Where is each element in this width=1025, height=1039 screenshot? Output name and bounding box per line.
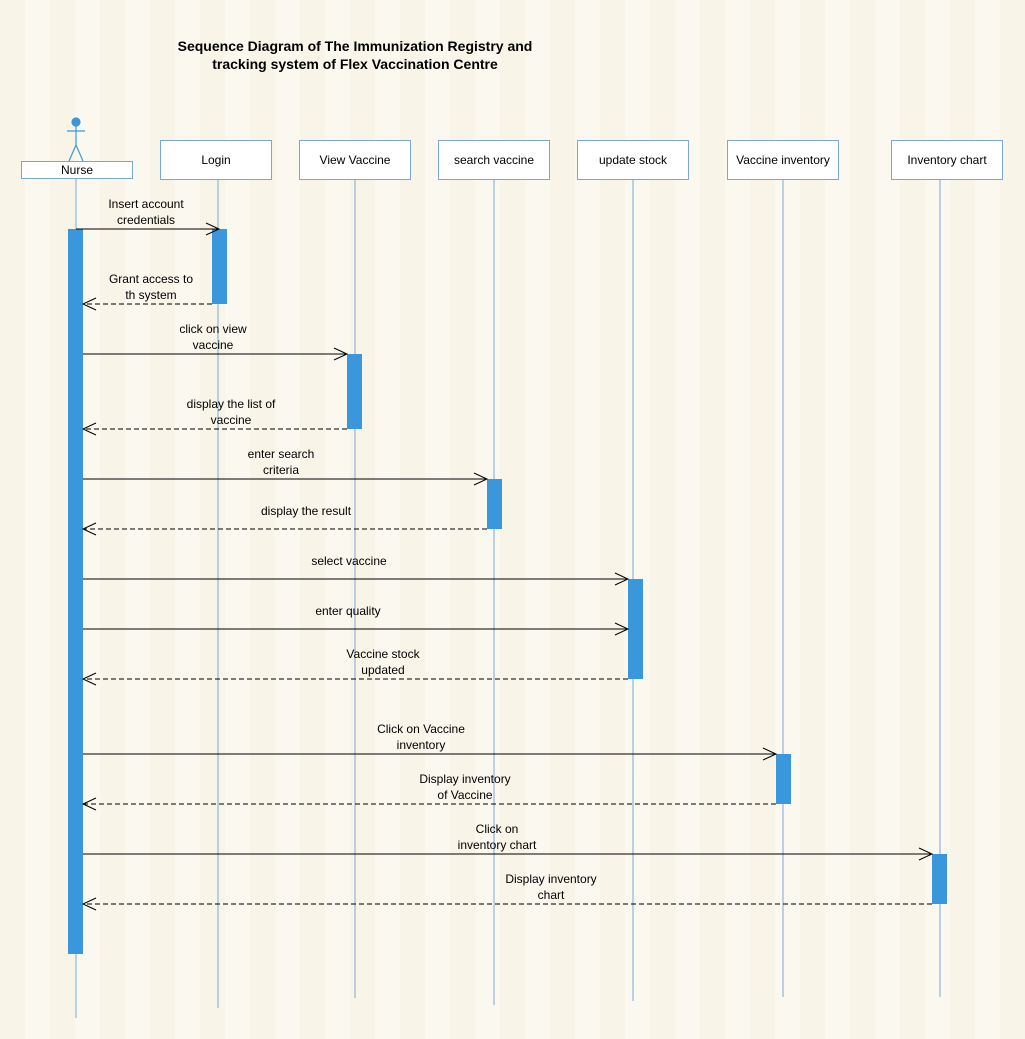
activation-bar-search <box>487 479 502 529</box>
diagram-title-line-2: tracking system of Flex Vaccination Cent… <box>212 56 498 72</box>
arrowhead-icon <box>81 522 97 536</box>
message-label-9: Vaccine stock updated <box>346 646 419 678</box>
message-label-10: Click on Vaccine inventory <box>377 721 465 753</box>
message-label-4: display the list of vaccine <box>187 396 276 428</box>
message-label-3: click on view vaccine <box>179 321 246 353</box>
message-label-line: Display inventory <box>505 872 597 886</box>
message-arrow-10 <box>83 747 778 761</box>
message-label-line: of Vaccine <box>437 788 493 802</box>
message-label-line: display the list of <box>186 397 276 411</box>
message-label-line: enter quality <box>315 604 381 618</box>
message-label-line: Insert account <box>108 197 184 211</box>
message-arrow-3 <box>83 347 349 361</box>
arrowhead-icon <box>333 347 349 361</box>
message-label-line: Click on Vaccine <box>377 722 465 736</box>
arrowhead-icon <box>81 897 97 911</box>
diagram-title: Sequence Diagram of The Immunization Reg… <box>155 37 555 73</box>
participant-view: View Vaccine <box>299 140 411 180</box>
message-arrow-13 <box>81 897 932 911</box>
message-arrow-1 <box>76 222 221 236</box>
message-label-line: updated <box>361 663 405 677</box>
participant-login: Login <box>160 140 272 180</box>
activation-bar-update <box>628 579 643 679</box>
message-label-line: display the result <box>260 504 352 518</box>
message-arrow-11 <box>81 797 776 811</box>
message-label-line: Click on <box>475 822 519 836</box>
message-arrow-2 <box>81 297 212 311</box>
message-label-13: Display inventory chart <box>505 871 596 903</box>
diagram-title-line-1: Sequence Diagram of The Immunization Reg… <box>177 38 533 54</box>
message-label-line: select vaccine <box>311 554 387 568</box>
arrowhead-icon <box>81 797 97 811</box>
participant-update: update stock <box>577 140 689 180</box>
message-label-line: credentials <box>116 213 176 227</box>
message-label-12: Click on inventory chart <box>458 821 537 853</box>
message-label-line: vaccine <box>210 413 252 427</box>
message-label-line: inventory chart <box>457 838 537 852</box>
message-label-11: Display inventory of Vaccine <box>419 771 510 803</box>
activation-bar-login <box>212 229 227 304</box>
message-arrow-6 <box>81 522 487 536</box>
message-label-line: th system <box>125 288 177 302</box>
participant-inventory: Vaccine inventory <box>727 140 839 180</box>
message-label-line: chart <box>537 888 565 902</box>
message-label-2: Grant access to th system <box>109 271 193 303</box>
participant-nurse: Nurse <box>21 161 133 179</box>
arrowhead-icon <box>81 297 97 311</box>
participant-search: search vaccine <box>438 140 550 180</box>
message-arrow-12 <box>83 847 934 861</box>
activation-bar-chart <box>932 854 947 904</box>
activation-bar-inventory <box>776 754 791 804</box>
message-label-line: enter search <box>247 447 315 461</box>
message-label-line: click on view <box>179 322 247 336</box>
message-arrow-5 <box>83 472 489 486</box>
activation-bar-nurse <box>68 229 83 954</box>
message-label-line: Grant access to <box>108 272 194 286</box>
arrowhead-icon <box>762 747 778 761</box>
message-arrow-4 <box>81 422 347 436</box>
arrowhead-icon <box>473 472 489 486</box>
message-arrow-7 <box>83 572 630 586</box>
arrowhead-icon <box>81 422 97 436</box>
message-label-line: vaccine <box>192 338 234 352</box>
arrowhead-icon <box>205 222 221 236</box>
message-label-1: Insert account credentials <box>108 196 183 228</box>
arrowhead-icon <box>918 847 934 861</box>
message-label-line: criteria <box>262 463 300 477</box>
activation-bar-view <box>347 354 362 429</box>
arrowhead-icon <box>81 672 97 686</box>
message-label-6: display the result <box>261 503 351 519</box>
message-label-line: inventory <box>396 738 446 752</box>
message-label-line: Display inventory <box>419 772 511 786</box>
actor-stick-figure-icon <box>67 117 85 162</box>
message-label-5: enter search criteria <box>248 446 315 478</box>
message-label-7: select vaccine <box>311 553 386 569</box>
message-label-line: Vaccine stock <box>346 647 420 661</box>
participant-chart: Inventory chart <box>891 140 1003 180</box>
arrowhead-icon <box>614 622 630 636</box>
arrowhead-icon <box>614 572 630 586</box>
message-label-8: enter quality <box>315 603 380 619</box>
message-arrow-9 <box>81 672 628 686</box>
message-arrow-8 <box>83 622 630 636</box>
